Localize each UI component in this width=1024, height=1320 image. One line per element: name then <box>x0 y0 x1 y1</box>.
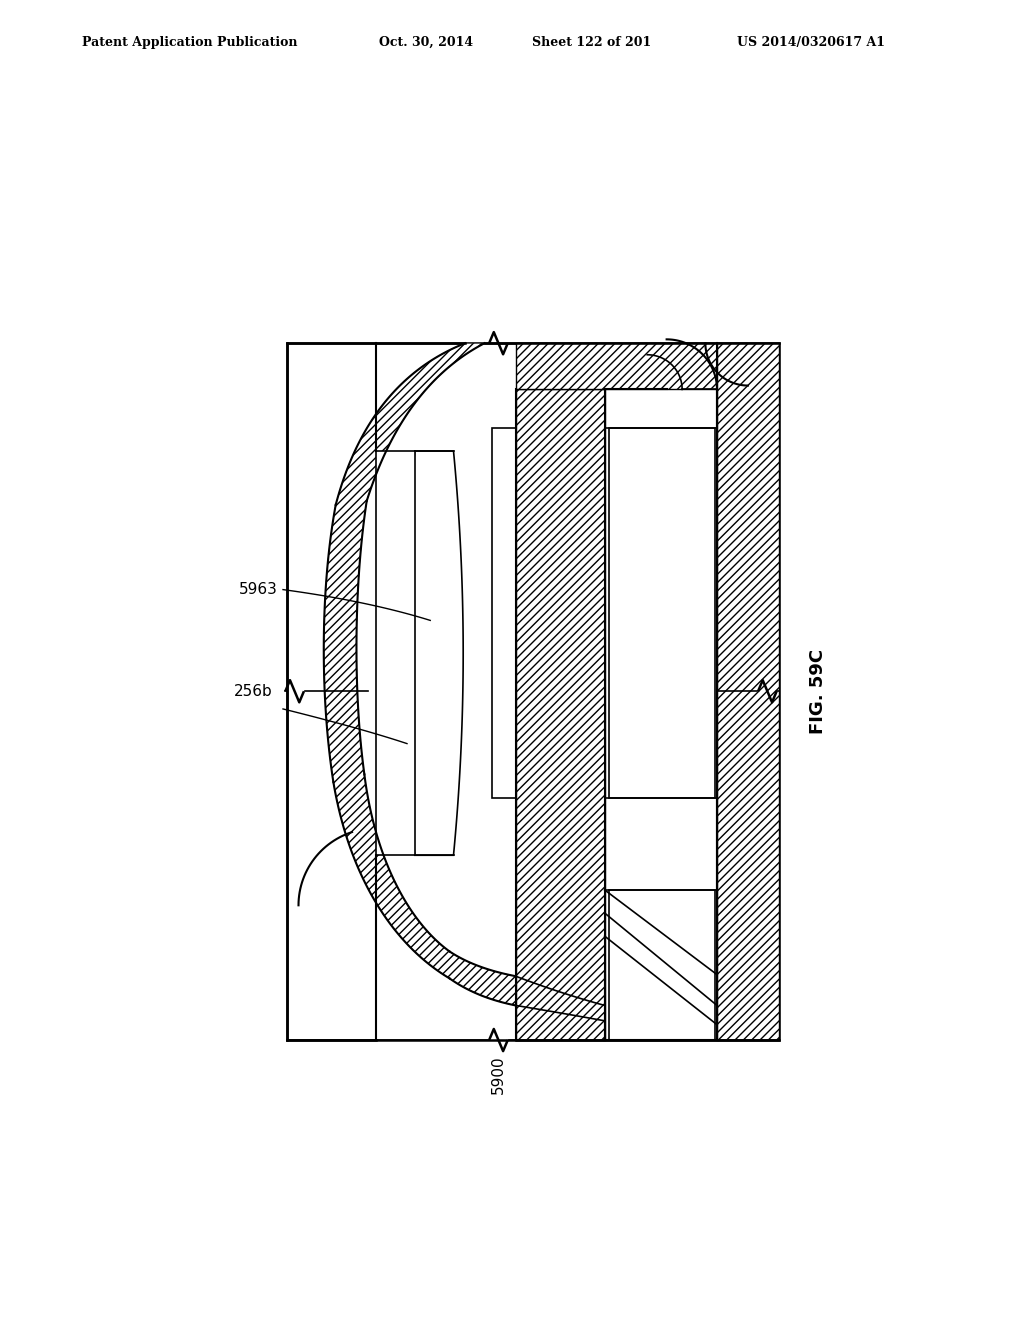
Polygon shape <box>376 451 415 855</box>
Polygon shape <box>493 428 515 797</box>
Polygon shape <box>608 428 715 797</box>
Text: Patent Application Publication: Patent Application Publication <box>82 36 297 49</box>
Text: Sheet 122 of 201: Sheet 122 of 201 <box>532 36 651 49</box>
Polygon shape <box>515 343 717 389</box>
Polygon shape <box>608 890 715 1040</box>
Text: US 2014/0320617 A1: US 2014/0320617 A1 <box>737 36 886 49</box>
Text: 256b: 256b <box>234 684 273 698</box>
Text: FIG. 59C: FIG. 59C <box>809 648 826 734</box>
Polygon shape <box>324 343 515 1006</box>
Polygon shape <box>515 389 604 1040</box>
Polygon shape <box>717 343 779 1040</box>
Text: 5963: 5963 <box>239 582 278 597</box>
Text: 5900: 5900 <box>490 1056 506 1094</box>
Polygon shape <box>406 451 463 855</box>
Text: Oct. 30, 2014: Oct. 30, 2014 <box>379 36 473 49</box>
